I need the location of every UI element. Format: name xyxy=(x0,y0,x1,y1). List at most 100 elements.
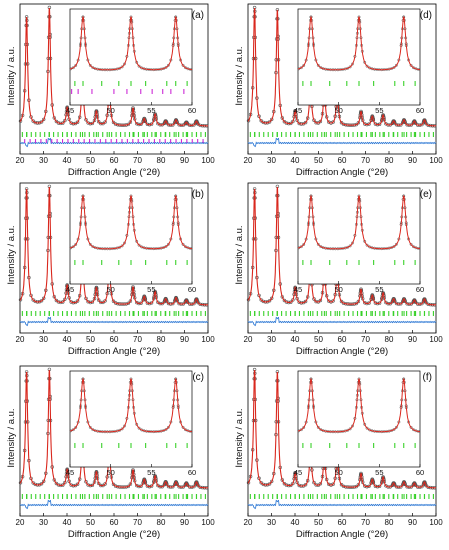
difference-curve xyxy=(247,137,437,148)
inset-observed-point xyxy=(348,65,352,69)
observed-point xyxy=(39,299,44,303)
x-tick-label: 30 xyxy=(267,335,276,344)
x-tick-label: 30 xyxy=(39,335,48,344)
observed-point xyxy=(356,483,361,487)
observed-point xyxy=(185,121,190,126)
y-axis-label: Intensity / a.u. xyxy=(6,408,17,467)
observed-point xyxy=(75,120,80,124)
x-axis-label: Diffraction Angle (°2θ) xyxy=(68,346,160,357)
observed-point xyxy=(267,299,272,303)
observed-point xyxy=(75,299,80,303)
x-tick-label: 60 xyxy=(110,335,119,344)
observed-point xyxy=(246,118,251,123)
observed-point xyxy=(270,117,274,122)
xrd-panel-f: 20 30 40 50 60 70 80 90 100 Diffraction Angle (°2… xyxy=(234,365,443,540)
inset-observed-point xyxy=(412,66,415,70)
inset-x-tick-label: 60 xyxy=(188,468,196,477)
calculated-curve xyxy=(247,7,437,127)
inset-observed-point xyxy=(392,245,396,248)
inset-observed-point xyxy=(120,65,124,69)
inset-observed-point xyxy=(351,241,354,245)
inset-x-tick-label: 50 xyxy=(106,285,114,294)
observed-point xyxy=(18,298,23,302)
inset-observed-point xyxy=(394,63,398,67)
inset-observed-point xyxy=(137,243,141,247)
observed-point xyxy=(86,300,90,304)
observed-point xyxy=(135,483,139,488)
inset-calculated-curve xyxy=(297,194,421,250)
inset-x-tick-label: 55 xyxy=(375,106,383,115)
inset-observed-point xyxy=(71,245,75,249)
inset-observed-point xyxy=(409,425,413,429)
inset-observed-point xyxy=(299,245,303,249)
observed-point xyxy=(318,482,323,486)
x-tick-label: 60 xyxy=(338,335,347,344)
observed-point xyxy=(246,481,251,485)
x-tick-label: 20 xyxy=(244,518,253,527)
inset-calculated-curve xyxy=(297,377,421,433)
x-tick-label: 80 xyxy=(157,518,166,527)
observed-point xyxy=(356,299,361,304)
observed-point xyxy=(327,299,331,303)
inset-observed-point xyxy=(299,428,303,432)
inset-x-tick-label: 55 xyxy=(375,468,383,477)
inset-observed-point xyxy=(348,427,352,431)
inset-observed-point xyxy=(365,426,369,430)
xrd-panel-d: 20 30 40 50 60 70 80 90 100 Diffraction Angle (°2… xyxy=(234,3,443,178)
x-tick-label: 30 xyxy=(39,518,48,527)
inset-observed-point xyxy=(365,64,369,68)
observed-point xyxy=(135,121,139,126)
inset-x-tick-label: 55 xyxy=(375,285,383,294)
x-tick-label: 20 xyxy=(16,335,25,344)
observed-point xyxy=(331,482,335,486)
x-tick-label: 80 xyxy=(157,335,166,344)
x-tick-label: 70 xyxy=(361,335,370,344)
inset-observed-point xyxy=(181,242,185,246)
panel-label: (a) xyxy=(192,10,204,21)
panel-label: (d) xyxy=(420,10,432,21)
x-tick-label: 20 xyxy=(16,518,25,527)
difference-curve xyxy=(19,137,209,148)
calculated-curve xyxy=(19,369,209,489)
inset-observed-point xyxy=(409,242,413,246)
calculated-curve xyxy=(19,7,208,127)
observed-point xyxy=(267,482,272,486)
inset-frame xyxy=(69,187,193,285)
panel-label: (e) xyxy=(420,189,432,200)
x-tick-label: 80 xyxy=(157,156,166,165)
observed-point xyxy=(327,482,331,486)
inset-observed-point xyxy=(181,63,185,67)
observed-point xyxy=(86,483,90,487)
xrd-panel-a: 20 30 40 50 60 70 80 90 100 Diffraction Angle (°2… xyxy=(6,3,215,178)
inset-observed-point xyxy=(394,242,398,246)
x-tick-label: 50 xyxy=(314,518,323,527)
inset-observed-point xyxy=(88,242,92,246)
inset-observed-point xyxy=(394,425,398,429)
observed-point xyxy=(270,479,274,484)
x-tick-label: 60 xyxy=(338,518,347,527)
inset-calculated-curve xyxy=(297,15,421,71)
difference-curve xyxy=(19,499,209,510)
observed-point xyxy=(318,119,323,124)
observed-point xyxy=(111,482,116,486)
inset-observed-point xyxy=(392,428,396,431)
inset-observed-point xyxy=(123,241,126,245)
observed-point xyxy=(373,122,378,126)
x-tick-label: 20 xyxy=(244,335,253,344)
observed-point xyxy=(270,296,274,300)
x-tick-label: 60 xyxy=(110,518,119,527)
inset-x-tick-label: 45 xyxy=(294,285,302,294)
inset-x-tick-label: 55 xyxy=(147,285,155,294)
inset-observed-point xyxy=(74,426,78,429)
inset-x-tick-label: 60 xyxy=(188,106,196,115)
inset-observed-point xyxy=(71,66,75,70)
panel-label: (b) xyxy=(192,189,204,200)
inset-observed-point xyxy=(74,243,78,246)
inset-observed-point xyxy=(91,245,95,249)
x-tick-label: 40 xyxy=(63,156,72,165)
x-axis-label: Diffraction Angle (°2θ) xyxy=(296,167,388,178)
observed-point xyxy=(246,298,251,302)
inset-observed-point xyxy=(184,428,187,432)
inset-frame xyxy=(69,8,193,106)
inset-frame xyxy=(297,187,421,285)
